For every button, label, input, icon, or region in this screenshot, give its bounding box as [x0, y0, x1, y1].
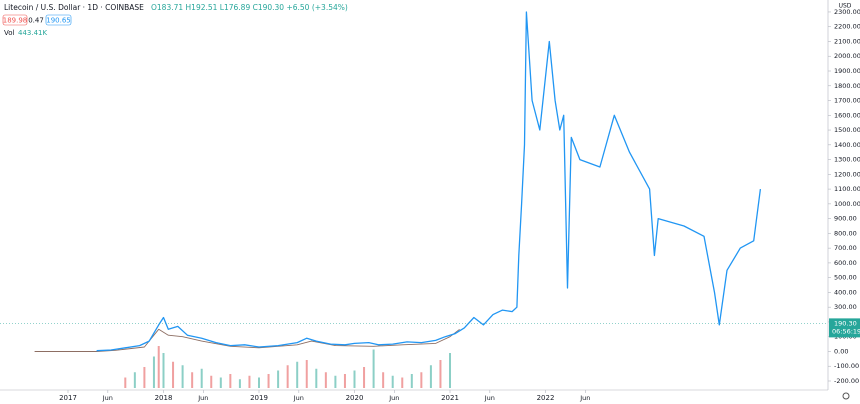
y-tick-label: 900.00: [834, 215, 857, 223]
volume-bar: [315, 368, 318, 388]
x-tick-label: Jun: [484, 394, 495, 402]
volume-bar: [238, 379, 241, 388]
volume-bar: [229, 374, 232, 388]
x-tick-label: 2022: [537, 394, 555, 402]
y-tick-label: 2300.00: [834, 8, 860, 16]
volume-name: Vol: [4, 29, 15, 37]
y-tick-label: 2200.00: [834, 23, 860, 31]
ask: 190.65: [46, 17, 71, 25]
volume-bar: [162, 353, 165, 388]
y-tick-label: 2000.00: [834, 52, 860, 60]
volume-bar: [353, 370, 356, 388]
volume-bar: [343, 374, 346, 388]
volume-bar: [363, 367, 366, 388]
volume-bar: [429, 365, 432, 388]
volume-bar: [172, 361, 175, 388]
volume-last: 443.41K: [18, 29, 47, 37]
x-tick-label: 2018: [155, 394, 173, 402]
y-tick-label: 2100.00: [834, 37, 860, 45]
bid: 189.98: [3, 17, 28, 25]
y-tick-label: 400.00: [834, 288, 857, 296]
y-tick-label: 0.00: [834, 347, 848, 355]
y-tick-label: 1100.00: [834, 185, 860, 193]
x-tick-label: 2020: [346, 394, 364, 402]
y-tick-label: 1900.00: [834, 67, 860, 75]
symbol: Litecoin / U.S. Dollar · 1D · COINBASE: [4, 3, 144, 12]
volume-bar: [372, 349, 375, 388]
volume-bar: [143, 367, 146, 388]
volume-bar: [248, 375, 251, 388]
x-tick-label: 2019: [250, 394, 268, 402]
volume-bar: [439, 360, 442, 388]
settings-icon[interactable]: [842, 392, 850, 400]
volume-bar: [124, 377, 127, 388]
volume-bar: [210, 375, 213, 388]
volume-bar: [324, 372, 327, 388]
y-tick-label: 1400.00: [834, 141, 860, 149]
volume-bar: [382, 372, 385, 388]
volume-bar: [410, 374, 413, 388]
y-tick-label: 600.00: [834, 259, 857, 267]
y-tick-label: 800.00: [834, 229, 857, 237]
last-price-tag: [829, 318, 860, 338]
last-price-label: 190.30: [834, 319, 857, 327]
spread: 0.47: [28, 17, 44, 25]
y-tick-label: -200.00: [834, 377, 859, 385]
volume-bar: [219, 377, 222, 388]
volume-bar: [267, 374, 270, 388]
x-tick-label: Jun: [197, 394, 208, 402]
volume-bar: [286, 365, 289, 388]
y-tick-label: 1800.00: [834, 82, 860, 90]
y-tick-label: 1300.00: [834, 156, 860, 164]
volume-bar: [181, 365, 184, 388]
y-tick-label: 300.00: [834, 303, 857, 311]
y-tick-label: 1700.00: [834, 97, 860, 105]
ohlc: O183.71 H192.51 L176.89 C190.30 +6.50 (+…: [151, 3, 348, 12]
currency: USD: [839, 3, 852, 10]
x-tick-label: 2021: [441, 394, 459, 402]
volume-bar: [449, 353, 452, 388]
volume-bar: [305, 360, 308, 388]
ask-box: [45, 14, 72, 26]
x-tick-label: Jun: [293, 394, 304, 402]
countdown: 06:56:19: [832, 327, 860, 335]
volume-bar: [152, 356, 155, 388]
y-tick-label: 700.00: [834, 244, 857, 252]
x-tick-label: Jun: [579, 394, 590, 402]
x-tick-label: Jun: [102, 394, 113, 402]
y-tick-label: -100.00: [834, 362, 859, 370]
volume-bar: [277, 370, 280, 388]
x-tick-label: Jun: [388, 394, 399, 402]
volume-bar: [157, 346, 160, 388]
volume-bar: [191, 372, 194, 388]
bid-box: [2, 14, 28, 26]
y-tick-label: 500.00: [834, 274, 857, 282]
x-tick-label: 2017: [59, 394, 77, 402]
volume-bar: [420, 372, 423, 388]
volume-bar: [401, 377, 404, 388]
y-tick-label: 1600.00: [834, 111, 860, 119]
volume-bar: [258, 377, 261, 388]
volume-bar: [391, 375, 394, 388]
volume-bar: [334, 375, 337, 388]
volume-bar: [200, 368, 203, 388]
volume-bar: [133, 372, 136, 388]
y-tick-label: 1200.00: [834, 170, 860, 178]
y-tick-label: 1000.00: [834, 200, 860, 208]
price-line: [34, 328, 460, 352]
price-line: [96, 11, 762, 352]
volume-bar: [296, 361, 299, 388]
y-tick-label: 1500.00: [834, 126, 860, 134]
